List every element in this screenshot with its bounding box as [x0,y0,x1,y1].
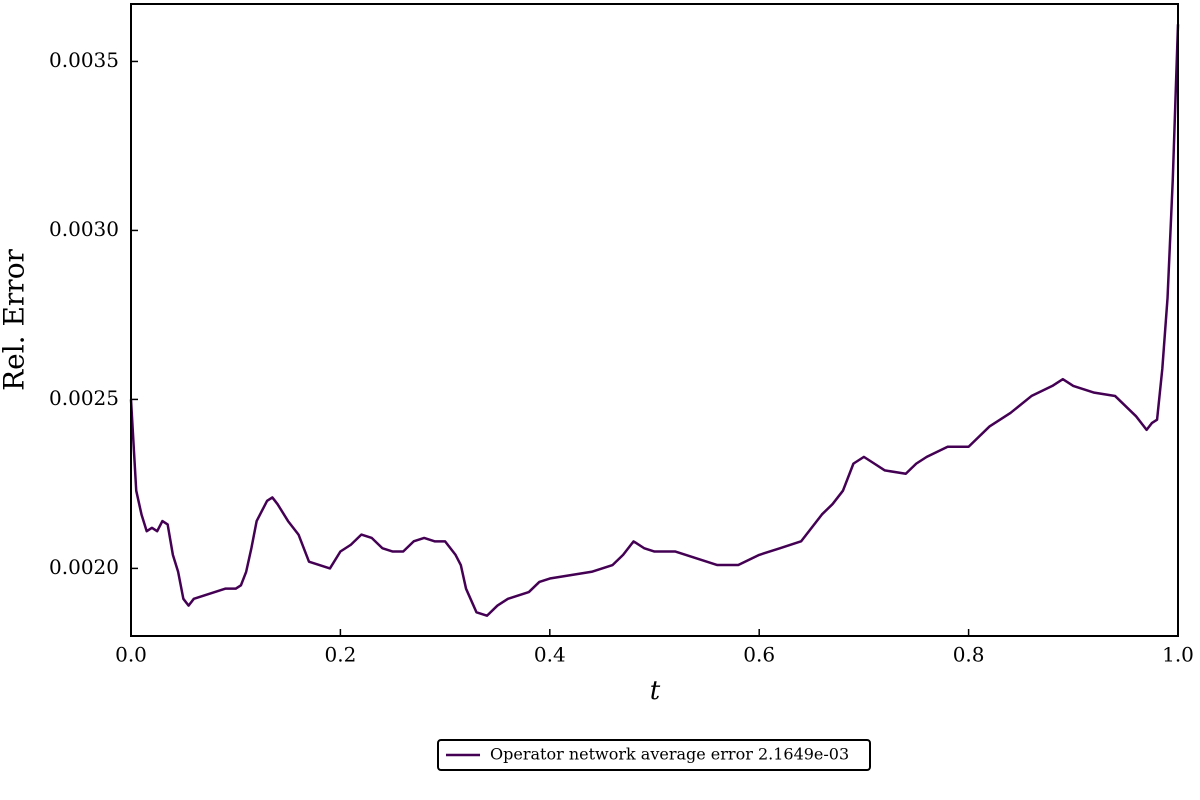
x-tick-label: 0.6 [743,643,775,667]
x-axis-label: t [650,676,661,706]
legend: Operator network average error 2.1649e-0… [437,739,871,771]
x-tick-label: 0.2 [324,643,356,667]
legend-box [437,739,871,771]
x-tick-label: 1.0 [1162,643,1194,667]
x-tick-label: 0.0 [115,643,147,667]
x-tick-label: 0.4 [534,643,566,667]
y-tick-label: 0.0020 [49,555,119,579]
y-tick-label: 0.0030 [49,217,119,241]
x-tick-label: 0.8 [953,643,985,667]
plot-frame [130,3,1179,637]
y-tick-label: 0.0025 [49,386,119,410]
legend-label: Operator network average error 2.1649e-0… [490,745,849,764]
y-tick-label: 0.0035 [49,48,119,72]
data-line [129,24,1180,617]
y-axis-label: Rel. Error [0,248,31,390]
